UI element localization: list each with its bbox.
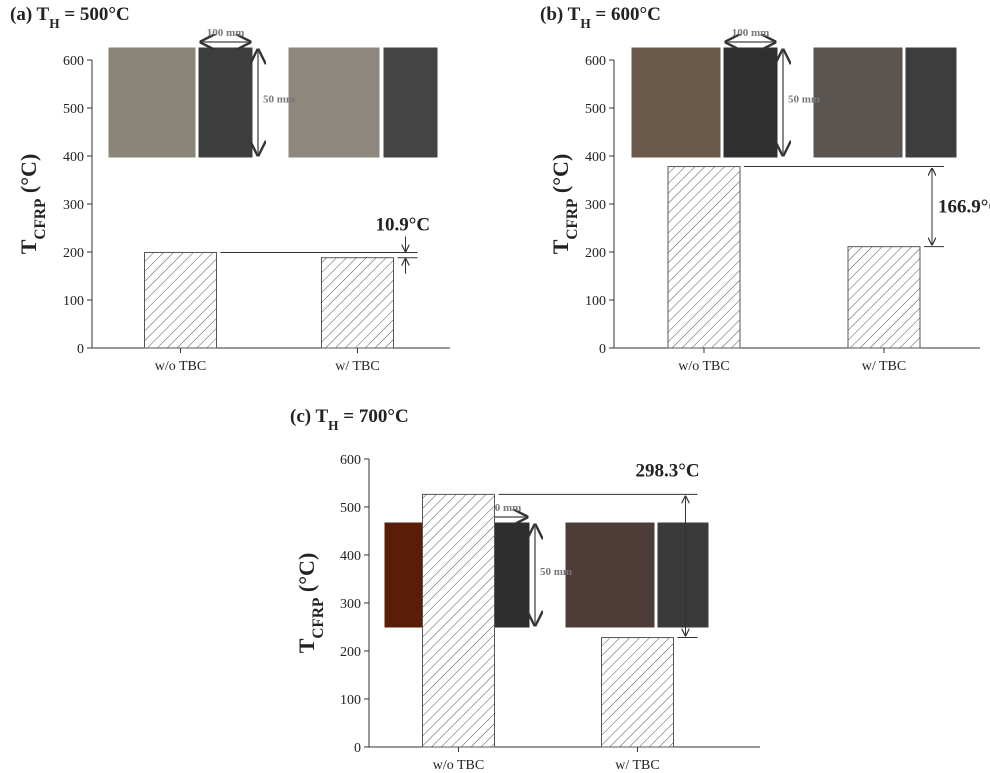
photo [383,47,438,158]
chart-title-text: (c) T [290,406,328,427]
x-tick-label: w/o TBC [155,359,206,374]
y-axis-title-sub: CFRP [32,199,49,240]
y-axis-title: TCFRP (°C) [294,553,327,654]
y-tick-label: 200 [63,246,84,261]
y-tick-label: 600 [63,54,84,69]
chart-title-text: (b) T [540,4,581,25]
photo [565,522,655,628]
y-axis-title-sub: CFRP [564,199,581,240]
bar [602,638,674,747]
x-tick-label: w/o TBC [433,758,484,773]
y-tick-label: 300 [585,198,606,213]
y-axis-title-rest: (°C) [294,553,319,598]
bar [848,247,920,348]
annotation: 166.9°C [938,197,990,218]
y-axis-title-text: T [294,638,319,653]
photo [813,47,903,158]
y-tick-label: 400 [63,150,84,165]
y-tick-label: 400 [340,549,361,564]
photo [723,47,778,158]
y-tick-label: 0 [354,741,361,756]
scale-label: 100 mm [732,27,770,39]
chart-title: (a) TH = 500°C [10,4,130,31]
x-tick-label: w/ TBC [615,758,659,773]
x-tick-label: w/ TBC [862,359,906,374]
y-tick-label: 500 [585,102,606,117]
chart-title-rest: = 500°C [60,4,130,25]
scale-label: 50 mm [540,566,572,578]
y-tick-label: 0 [77,342,84,357]
x-tick-label: w/o TBC [678,359,729,374]
y-tick-label: 500 [63,102,84,117]
photo [108,47,196,158]
scale-label: 100 mm [207,27,245,39]
bar [322,258,394,348]
y-tick-label: 400 [585,150,606,165]
y-tick-label: 300 [340,597,361,612]
chart-title-sub: H [49,16,60,31]
chart-title-text: (a) T [10,4,50,25]
y-axis-title-rest: (°C) [548,154,573,199]
y-axis-title-rest: (°C) [16,154,41,199]
scale-label: 50 mm [788,94,820,106]
photo [288,47,380,158]
y-tick-label: 200 [585,246,606,261]
figure: 0 100 200 300 400 500 600 100 mm 50 mm w/o TBC w/ … [0,0,990,773]
photo [198,47,253,158]
y-tick-label: 600 [585,54,606,69]
bar [423,494,495,747]
x-tick-label: w/ TBC [335,359,379,374]
annotation: 298.3°C [636,460,700,481]
y-tick-label: 200 [340,645,361,660]
y-axis-title-text: T [16,239,41,254]
y-tick-label: 100 [63,294,84,309]
annotation: 10.9°C [376,214,431,235]
y-axis-title-text: T [548,239,573,254]
y-tick-label: 100 [340,693,361,708]
bar [145,252,217,348]
photo [905,47,957,158]
y-tick-label: 300 [63,198,84,213]
chart-title: (c) TH = 700°C [290,406,409,433]
chart-title: (b) TH = 600°C [540,4,661,31]
scale-label: 50 mm [263,94,295,106]
y-tick-label: 0 [599,342,606,357]
y-axis-title: TCFRP (°C) [16,154,49,255]
y-axis-title-sub: CFRP [310,598,327,639]
chart-title-rest: = 700°C [339,406,409,427]
chart-title-sub: H [328,418,339,433]
y-tick-label: 600 [340,453,361,468]
photo [631,47,721,158]
chart-title-sub: H [580,16,591,31]
photo [657,522,709,628]
chart-title-rest: = 600°C [591,4,661,25]
y-tick-label: 100 [585,294,606,309]
bar [668,167,740,348]
y-tick-label: 500 [340,501,361,516]
y-axis-title: TCFRP (°C) [548,154,581,255]
